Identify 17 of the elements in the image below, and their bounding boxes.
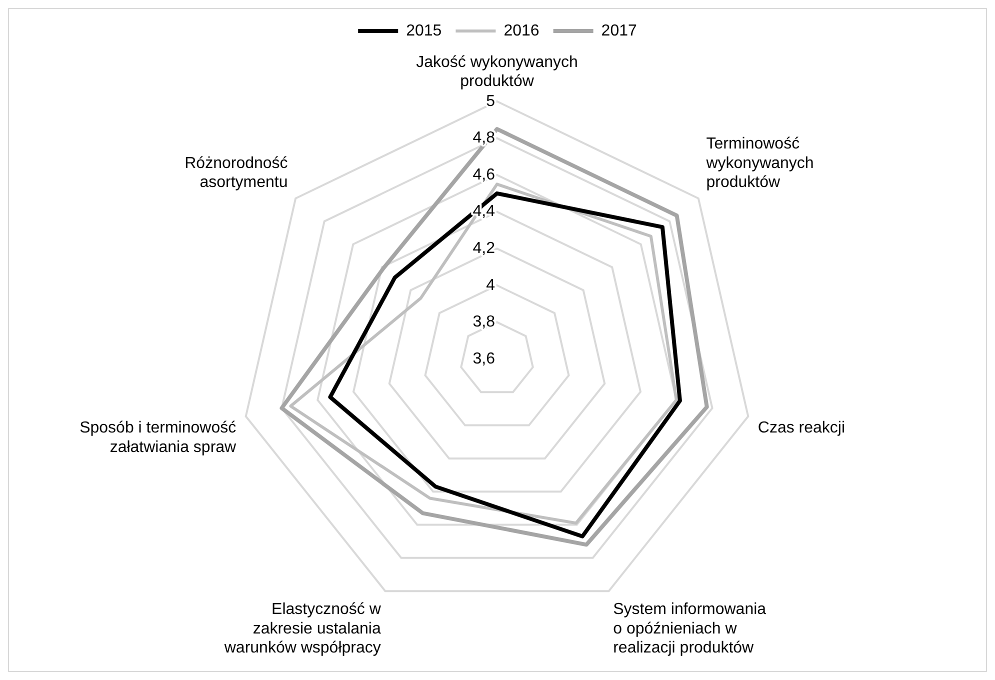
- spoke-label: System informowania o opóźnieniach w realizacji produktów: [613, 601, 766, 657]
- spoke-label: Sposób i terminowość załatwiania spraw: [80, 420, 237, 456]
- y-tick-label: 4,2: [472, 240, 496, 258]
- legend-label: 2015: [406, 22, 442, 40]
- spoke-label: Różnorodność asortymentu: [184, 154, 288, 191]
- y-tick-label: 3,8: [472, 314, 496, 331]
- legend-label: 2017: [601, 22, 637, 40]
- y-tick-label: 4,8: [472, 130, 496, 147]
- spoke-label: Terminowość wykonywanych produktów: [705, 136, 814, 191]
- y-tick-label: 3,6: [472, 350, 496, 368]
- y-tick-label: 4,6: [472, 166, 496, 184]
- y-tick-label: 5: [486, 92, 496, 110]
- spoke-label: Jakość wykonywanych produktów: [416, 54, 578, 90]
- spoke-label: Czas reakcji: [758, 420, 846, 437]
- spoke-label: Elastyczność w zakresie ustalania warunków współpracy: [223, 601, 382, 657]
- y-tick-label: 4: [486, 276, 496, 294]
- legend-label: 2016: [504, 22, 540, 40]
